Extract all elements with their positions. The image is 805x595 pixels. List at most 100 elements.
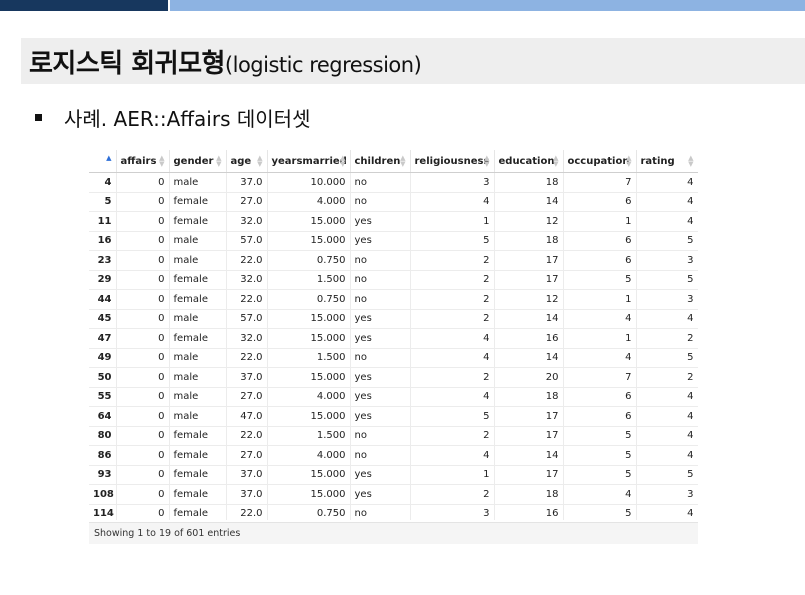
column-header-education[interactable]: education ▲ ▼ <box>494 150 564 173</box>
cell-age: 37.0 <box>226 367 268 388</box>
cell-gender: female <box>169 270 227 290</box>
sort-icon[interactable]: ▲ ▼ <box>216 154 222 168</box>
cell-age: 57.0 <box>226 309 268 329</box>
table-row: 47 0 female 32.0 15.000 yes 4 16 1 2 <box>89 328 698 349</box>
column-header-yearsmarried[interactable]: yearsmarried ▲ ▼ <box>267 150 351 173</box>
cell-children: no <box>350 504 411 520</box>
cell-age: 22.0 <box>226 504 268 520</box>
sort-icon[interactable]: ▲ ▼ <box>484 154 490 168</box>
cell-rating: 3 <box>636 484 698 505</box>
column-header-gender[interactable]: gender ▲ ▼ <box>169 150 227 173</box>
column-header-affairs[interactable]: affairs ▲ ▼ <box>116 150 170 173</box>
table-row: 108 0 female 37.0 15.000 yes 2 18 4 3 <box>89 484 698 505</box>
column-header-label: age <box>230 155 252 167</box>
cell-age: 47.0 <box>226 406 268 427</box>
cell-rating: 4 <box>636 172 698 193</box>
cell-gender: male <box>169 309 227 329</box>
cell-affairs: 0 <box>116 367 170 388</box>
cell-education: 16 <box>494 328 564 349</box>
cell-religiousness: 5 <box>410 231 495 251</box>
column-header-label: rating <box>640 155 675 167</box>
sort-ascending-icon[interactable]: ▲ <box>106 154 112 162</box>
table-row: 93 0 female 37.0 15.000 yes 1 17 5 5 <box>89 465 698 485</box>
cell-children: no <box>350 192 411 212</box>
cell-religiousness: 2 <box>410 484 495 505</box>
cell-yearsmarried: 1.500 <box>267 270 351 290</box>
row-name-cell: 16 <box>89 231 117 251</box>
bullet-text: 사례. AER::Affairs 데이터셋 <box>64 107 311 131</box>
cell-children: yes <box>350 309 411 329</box>
cell-affairs: 0 <box>116 231 170 251</box>
table-row: 49 0 male 22.0 1.500 no 4 14 4 5 <box>89 348 698 368</box>
cell-gender: female <box>169 328 227 349</box>
column-header-occupation[interactable]: occupation ▲ ▼ <box>563 150 637 173</box>
row-name-cell: 23 <box>89 250 117 271</box>
row-name-cell: 11 <box>89 211 117 232</box>
row-name-cell: 29 <box>89 270 117 290</box>
cell-children: yes <box>350 387 411 407</box>
cell-education: 14 <box>494 309 564 329</box>
cell-gender: male <box>169 367 227 388</box>
cell-age: 22.0 <box>226 289 268 310</box>
cell-children: yes <box>350 465 411 485</box>
cell-children: yes <box>350 211 411 232</box>
cell-age: 22.0 <box>226 250 268 271</box>
cell-education: 20 <box>494 367 564 388</box>
column-header-label: children <box>354 155 401 167</box>
cell-affairs: 0 <box>116 289 170 310</box>
cell-rating: 3 <box>636 289 698 310</box>
cell-yearsmarried: 15.000 <box>267 406 351 427</box>
cell-religiousness: 1 <box>410 211 495 232</box>
column-header-rating[interactable]: rating ▲ ▼ <box>636 150 698 173</box>
cell-yearsmarried: 0.750 <box>267 250 351 271</box>
cell-yearsmarried: 15.000 <box>267 309 351 329</box>
sort-icon[interactable]: ▲ ▼ <box>159 154 165 168</box>
cell-rating: 4 <box>636 309 698 329</box>
cell-affairs: 0 <box>116 250 170 271</box>
row-name-cell: 108 <box>89 484 117 505</box>
table-row: 44 0 female 22.0 0.750 no 2 12 1 3 <box>89 289 698 310</box>
cell-age: 27.0 <box>226 192 268 212</box>
column-header-age[interactable]: age ▲ ▼ <box>226 150 268 173</box>
cell-children: yes <box>350 328 411 349</box>
cell-yearsmarried: 1.500 <box>267 348 351 368</box>
cell-rating: 3 <box>636 250 698 271</box>
sort-icon[interactable]: ▲ ▼ <box>257 154 263 168</box>
top-accent-bar-dark <box>0 0 168 11</box>
column-header-religiousness[interactable]: religiousness ▲ ▼ <box>410 150 495 173</box>
cell-children: no <box>350 348 411 368</box>
cell-religiousness: 2 <box>410 270 495 290</box>
sort-icon[interactable]: ▲ ▼ <box>400 154 406 168</box>
sort-icon[interactable]: ▲ ▼ <box>688 154 694 168</box>
sort-icon[interactable]: ▲ ▼ <box>340 154 346 168</box>
cell-yearsmarried: 15.000 <box>267 211 351 232</box>
cell-yearsmarried: 15.000 <box>267 465 351 485</box>
cell-age: 32.0 <box>226 270 268 290</box>
cell-age: 37.0 <box>226 465 268 485</box>
cell-education: 12 <box>494 289 564 310</box>
cell-education: 17 <box>494 270 564 290</box>
cell-education: 18 <box>494 172 564 193</box>
cell-rating: 5 <box>636 270 698 290</box>
cell-education: 16 <box>494 504 564 520</box>
row-name-cell: 50 <box>89 367 117 388</box>
cell-yearsmarried: 0.750 <box>267 289 351 310</box>
cell-education: 17 <box>494 426 564 446</box>
table-row: 50 0 male 37.0 15.000 yes 2 20 7 2 <box>89 367 698 388</box>
column-header-rowname[interactable]: ▲ <box>89 150 117 173</box>
cell-occupation: 7 <box>563 367 637 388</box>
table-row: 29 0 female 32.0 1.500 no 2 17 5 5 <box>89 270 698 290</box>
slide-title-band: 로지스틱 회귀모형(logistic regression) <box>21 38 805 84</box>
cell-yearsmarried: 4.000 <box>267 387 351 407</box>
bullet-item: 사례. AER::Affairs 데이터셋 <box>35 103 310 132</box>
cell-affairs: 0 <box>116 211 170 232</box>
sort-icon[interactable]: ▲ ▼ <box>553 154 559 168</box>
cell-occupation: 5 <box>563 445 637 466</box>
cell-rating: 5 <box>636 465 698 485</box>
table-row: 5 0 female 27.0 4.000 no 4 14 6 4 <box>89 192 698 212</box>
column-header-children[interactable]: children ▲ ▼ <box>350 150 411 173</box>
cell-occupation: 4 <box>563 484 637 505</box>
cell-yearsmarried: 4.000 <box>267 192 351 212</box>
cell-age: 32.0 <box>226 211 268 232</box>
sort-icon[interactable]: ▲ ▼ <box>626 154 632 168</box>
